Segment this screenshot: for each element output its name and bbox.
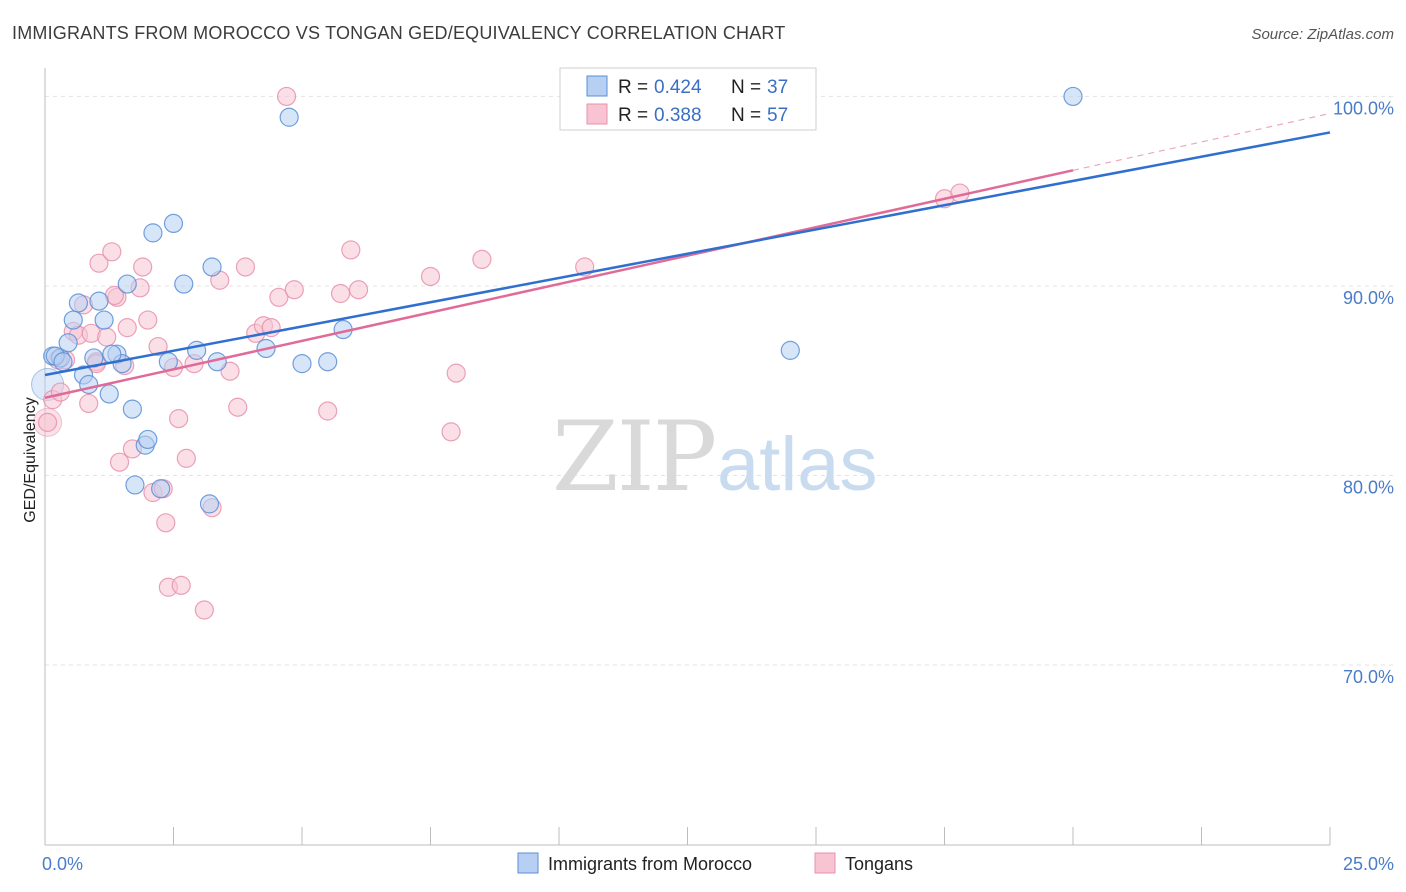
- morocco-point: [125, 475, 145, 495]
- y-tick-label: 80.0%: [1343, 477, 1394, 497]
- morocco-point: [58, 333, 78, 353]
- morocco-point: [63, 310, 83, 330]
- tongan-point: [148, 336, 168, 357]
- morocco-point: [780, 340, 800, 360]
- tongan-point: [89, 253, 109, 273]
- morocco-point: [1063, 86, 1083, 107]
- bottom-legend-swatch-tongan: [814, 852, 836, 874]
- tongan-point: [109, 452, 130, 472]
- legend-r-label-morocco: R =: [618, 77, 648, 98]
- y-tick-label: 70.0%: [1343, 667, 1394, 687]
- tongan-point: [348, 280, 369, 300]
- morocco-point: [163, 213, 184, 233]
- legend-r-label-tongan: R =: [618, 105, 648, 126]
- watermark-atlas: atlas: [717, 422, 878, 507]
- tongan-point: [133, 257, 153, 277]
- top-legend: R = 0.424 N = 37 R = 0.388 N = 57: [559, 67, 817, 131]
- legend-n-label-morocco: N =: [731, 77, 761, 98]
- morocco-point: [68, 293, 89, 313]
- tongan-trend-line: [44, 169, 1074, 399]
- legend-swatch-tongan: [586, 103, 608, 125]
- x-tick-label: 25.0%: [1343, 854, 1394, 874]
- legend-r-value-morocco: 0.424: [654, 77, 702, 98]
- tongan-point: [318, 401, 338, 421]
- tongan-point: [330, 283, 351, 304]
- watermark: ZIP atlas: [552, 401, 878, 513]
- morocco-point: [292, 354, 312, 374]
- tongan-point: [37, 412, 58, 432]
- tongan-point: [220, 361, 240, 381]
- tongan-point: [269, 287, 289, 307]
- tongan-point: [117, 318, 137, 338]
- bottom-legend-swatch-morocco: [517, 852, 539, 874]
- tongan-point: [171, 575, 191, 595]
- morocco-point: [117, 274, 137, 294]
- morocco-point: [279, 107, 299, 127]
- bottom-legend-label-morocco: Immigrants from Morocco: [548, 854, 752, 874]
- tongan-point: [97, 327, 117, 347]
- data-points: [31, 86, 1083, 620]
- legend-n-value-tongan: 57: [767, 105, 788, 126]
- tongan-trend-extension: [1072, 112, 1331, 171]
- morocco-point: [202, 257, 222, 277]
- morocco-point: [99, 384, 119, 404]
- tongan-point: [441, 422, 461, 442]
- tongan-point: [341, 240, 361, 260]
- bottom-legend: Immigrants from Morocco Tongans: [517, 852, 913, 874]
- morocco-point: [94, 310, 114, 330]
- tongan-point: [194, 600, 214, 620]
- tongan-point: [176, 448, 196, 468]
- watermark-zip: ZIP: [552, 401, 715, 513]
- legend-n-label-tongan: N =: [731, 105, 761, 126]
- bottom-legend-label-tongan: Tongans: [845, 854, 913, 874]
- chart-title: IMMIGRANTS FROM MOROCCO VS TONGAN GED/EQ…: [12, 23, 786, 43]
- y-tick-label: 100.0%: [1333, 98, 1394, 118]
- tongan-point: [472, 249, 492, 270]
- y-axis-label: GED/Equivalency: [22, 397, 39, 522]
- morocco-point: [143, 223, 163, 243]
- tongan-point: [420, 266, 441, 287]
- morocco-point: [122, 399, 142, 419]
- tongan-point: [235, 257, 256, 277]
- tongan-point: [156, 513, 176, 533]
- y-tick-label: 90.0%: [1343, 288, 1394, 308]
- morocco-point: [151, 479, 171, 499]
- tick-labels: 100.0% 90.0% 80.0% 70.0% 0.0% 25.0%: [42, 98, 1394, 874]
- morocco-point: [89, 291, 109, 311]
- morocco-point: [199, 494, 220, 514]
- morocco-point: [174, 274, 194, 294]
- legend-swatch-morocco: [586, 75, 608, 97]
- tongan-point: [79, 393, 99, 414]
- morocco-point: [318, 352, 338, 372]
- morocco-point: [138, 429, 158, 450]
- axes: [44, 68, 1331, 846]
- morocco-point: [79, 374, 99, 395]
- grid-lines: [45, 95, 1395, 666]
- morocco-trend-line: [44, 131, 1331, 377]
- morocco-point: [53, 352, 73, 372]
- tongan-point: [284, 280, 304, 300]
- tongan-point: [138, 310, 158, 330]
- legend-r-value-tongan: 0.388: [654, 105, 702, 126]
- tongan-point: [169, 408, 189, 429]
- trend-lines: [44, 112, 1331, 399]
- tongan-point: [446, 363, 466, 383]
- tongan-point: [276, 86, 297, 107]
- legend-n-value-morocco: 37: [767, 77, 788, 98]
- tongan-point: [228, 397, 248, 417]
- tongan-point: [102, 242, 122, 262]
- x-tick-label: 0.0%: [42, 854, 83, 874]
- chart-source: Source: ZipAtlas.com: [1251, 26, 1394, 43]
